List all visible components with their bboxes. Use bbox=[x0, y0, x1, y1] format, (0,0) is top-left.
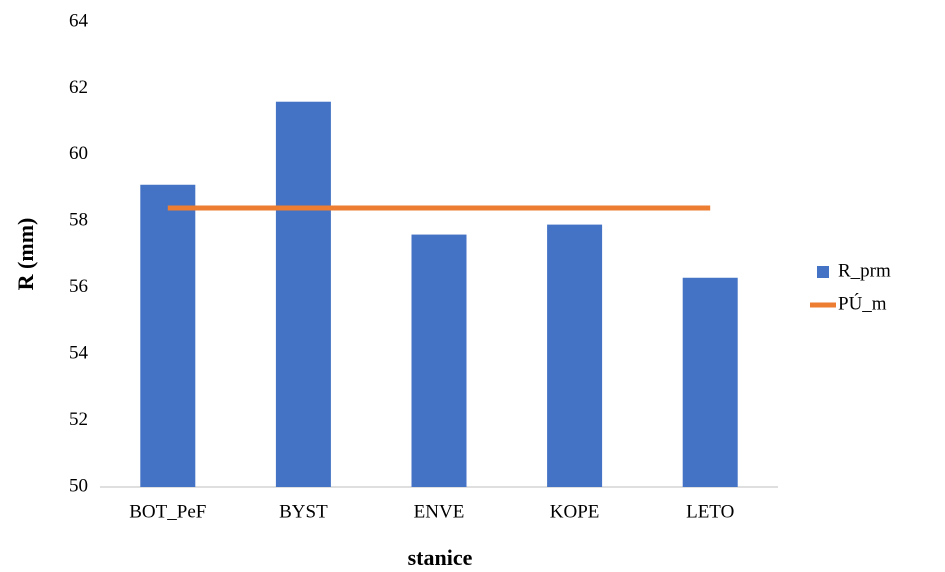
y-tick-label: 56 bbox=[69, 276, 88, 297]
bar bbox=[275, 101, 331, 487]
y-tick-label: 52 bbox=[69, 409, 88, 430]
x-tick-label: BOT_PeF bbox=[129, 501, 206, 522]
x-tick-label: BYST bbox=[279, 501, 328, 522]
x-tick-label: KOPE bbox=[550, 501, 600, 522]
x-axis-title: stanice bbox=[408, 545, 473, 570]
bar bbox=[682, 277, 738, 487]
legend-label: PÚ_m bbox=[838, 292, 887, 314]
x-tick-label: LETO bbox=[686, 501, 734, 522]
x-tick-label: ENVE bbox=[414, 501, 465, 522]
bar bbox=[140, 184, 196, 487]
bar bbox=[547, 224, 603, 487]
bar bbox=[411, 234, 467, 487]
y-tick-label: 60 bbox=[69, 143, 88, 164]
y-tick-label: 58 bbox=[69, 210, 88, 231]
y-tick-label: 62 bbox=[69, 77, 88, 98]
y-axis-title: R (mm) bbox=[13, 218, 38, 291]
y-tick-label: 64 bbox=[69, 10, 89, 31]
legend-label: R_prm bbox=[838, 260, 891, 281]
legend-swatch bbox=[817, 266, 829, 278]
y-tick-label: 54 bbox=[69, 343, 89, 364]
y-tick-label: 50 bbox=[69, 475, 88, 496]
